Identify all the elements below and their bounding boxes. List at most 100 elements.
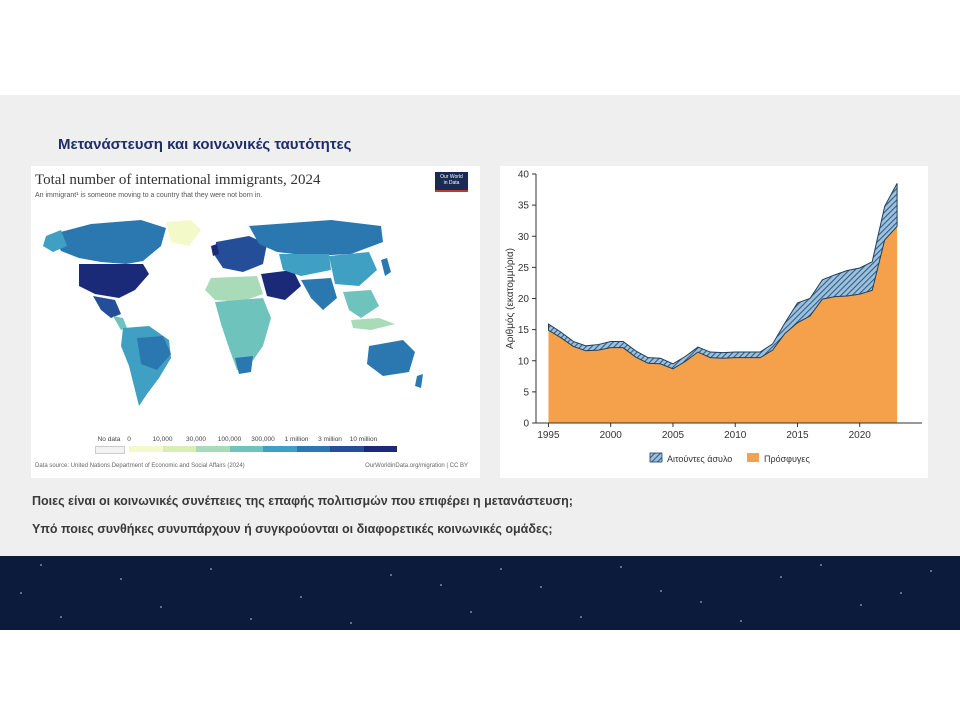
decorative-star (160, 606, 162, 608)
y-tick-label: 25 (518, 263, 530, 274)
x-tick-label: 2020 (849, 430, 872, 441)
map-credit: OurWorldinData.org/migration | CC BY (365, 463, 468, 469)
decorative-star (900, 592, 902, 594)
world-map (43, 220, 423, 406)
legend-swatch (363, 446, 397, 452)
legend-label: 0 (127, 436, 131, 443)
map-region-uk (211, 244, 219, 256)
legend-swatch (95, 446, 125, 454)
map-region-southeast-asia (343, 290, 379, 318)
legend-label: 10,000 (152, 436, 173, 443)
logo-line-1: Our World (440, 174, 463, 180)
decorative-star (660, 590, 662, 592)
decorative-star (740, 620, 742, 622)
map-region-china (329, 252, 377, 286)
y-tick-label: 30 (518, 232, 530, 243)
decorative-star (20, 592, 22, 594)
refugee-area-chart: 0 5 10 15 20 25 30 35 40 1995 2000 2005 2010 2015 2020… (504, 170, 922, 464)
series-area-asylum-seekers (547, 183, 898, 370)
map-region-indonesia (351, 318, 395, 330)
decorative-star (500, 568, 502, 570)
y-tick-label: 20 (518, 294, 530, 305)
map-region-central-america (113, 316, 127, 330)
decorative-star (580, 616, 582, 618)
map-region-australia (367, 340, 415, 376)
x-tick-label: 2015 (786, 430, 809, 441)
map-region-alaska (43, 230, 67, 252)
map-region-north-africa (205, 276, 263, 302)
map-region-europe (215, 236, 267, 272)
map-region-japan (381, 258, 391, 276)
decorative-star (350, 622, 352, 624)
decorative-star (780, 576, 782, 578)
question-2: Υπό ποιες συνθήκες συνυπάρχουν ή συγκρού… (32, 522, 553, 536)
y-tick-label: 15 (518, 325, 530, 336)
map-data-source: Data source: United Nations Department o… (35, 463, 245, 469)
map-region-middle-east (261, 270, 301, 300)
y-tick-label: 5 (523, 387, 529, 398)
y-tick-label: 40 (518, 170, 530, 181)
legend-swatch (162, 446, 196, 452)
legend-label-refugees: Πρόσφυγες (764, 454, 810, 464)
decorative-star (860, 604, 862, 606)
slide-title: Μετανάστευση και κοινωνικές ταυτότητες (58, 136, 352, 153)
map-region-south-asia (301, 278, 337, 310)
legend-label: 300,000 (251, 436, 275, 443)
decorative-star (540, 586, 542, 588)
legend-label: 30,000 (186, 436, 206, 443)
decorative-star (300, 596, 302, 598)
map-region-central-asia (279, 254, 331, 276)
legend-label: 10 million (349, 436, 378, 443)
legend-label-asylum-seekers: Αιτούντες άσυλο (667, 454, 732, 464)
map-region-usa (79, 264, 149, 298)
map-region-brazil (137, 336, 171, 370)
series-area-refugees (548, 226, 898, 423)
map-region-mexico (93, 296, 121, 318)
y-axis-label: Αριθμός (εκατομμύρια) (504, 248, 516, 349)
map-legend: No data 0 10,000 30,000 100,000 300,000 1 mill… (95, 436, 475, 456)
logo-line-2: in Data (443, 180, 460, 186)
x-tick-label: 2005 (662, 430, 685, 441)
decorative-star (210, 568, 212, 570)
question-1: Ποιες είναι οι κοινωνικές συνέπειες της … (32, 494, 573, 508)
legend-swatch (263, 446, 297, 452)
map-title: Total number of international immigrants… (35, 172, 321, 188)
y-tick-label: 35 (518, 201, 530, 212)
legend-label: No data (97, 436, 121, 443)
footer-band (0, 556, 960, 630)
decorative-star (60, 616, 62, 618)
legend-swatch (330, 446, 364, 452)
x-tick-label: 1995 (537, 430, 560, 441)
legend-label: 3 million (318, 436, 342, 443)
map-region-new-zealand (415, 374, 423, 388)
legend-swatch (296, 446, 330, 452)
legend-swatch-asylum-seekers (649, 452, 663, 463)
map-subtitle: An immigrant¹ is someone moving to a cou… (35, 192, 263, 199)
decorative-star (820, 564, 822, 566)
refugee-chart-panel: 0 5 10 15 20 25 30 35 40 1995 2000 2005 2010 2015 2020… (500, 166, 928, 478)
legend-label: 100,000 (217, 436, 242, 443)
x-tick-label: 2000 (600, 430, 623, 441)
decorative-star (120, 578, 122, 580)
y-tick-label: 10 (518, 356, 530, 367)
decorative-star (40, 564, 42, 566)
decorative-star (470, 611, 472, 613)
decorative-star (930, 570, 932, 572)
world-map-panel: Total number of international immigrants… (31, 166, 480, 478)
legend-label: 1 million (284, 436, 309, 443)
decorative-star (700, 601, 702, 603)
map-region-south-africa (235, 356, 253, 374)
legend-swatch (196, 446, 230, 452)
decorative-star (620, 566, 622, 568)
map-region-greenland (166, 220, 201, 246)
map-region-russia (249, 220, 383, 256)
map-region-sub-saharan-africa (215, 298, 271, 370)
decorative-star (250, 618, 252, 620)
decorative-star (440, 584, 442, 586)
decorative-star (390, 574, 392, 576)
legend-swatch-refugees (747, 453, 759, 462)
owid-logo: Our World in Data (435, 172, 468, 192)
x-tick-label: 2010 (724, 430, 747, 441)
legend-swatch (229, 446, 263, 452)
legend-swatch (129, 446, 163, 452)
